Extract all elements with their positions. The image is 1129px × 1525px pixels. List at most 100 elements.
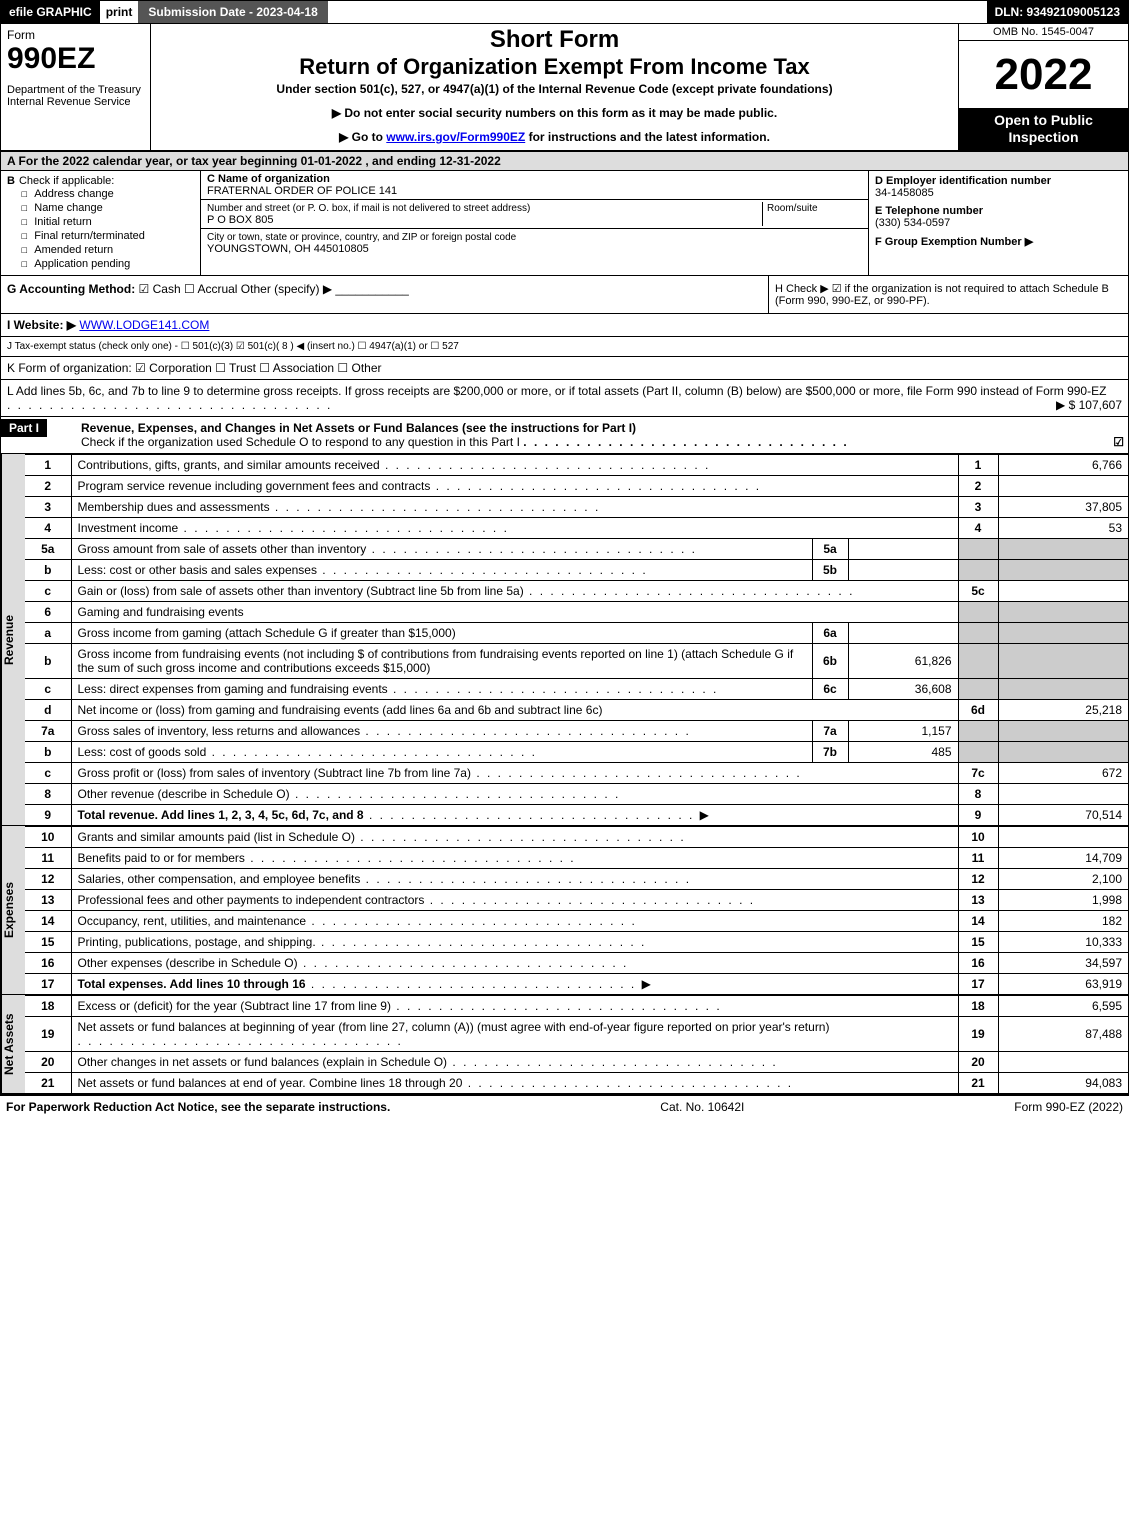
header-right: OMB No. 1545-0047 2022 Open to Public In… — [958, 24, 1128, 150]
line-6: 6Gaming and fundraising events — [25, 602, 1128, 623]
line-14: 14Occupancy, rent, utilities, and mainte… — [25, 911, 1128, 932]
short-form-title: Short Form — [159, 26, 950, 54]
section-d: D Employer identification number 34-1458… — [875, 175, 1122, 199]
print-button[interactable]: print — [100, 1, 139, 23]
cb-address-change[interactable]: Address change — [21, 187, 194, 200]
section-j: J Tax-exempt status (check only one) - ☐… — [0, 337, 1129, 357]
org-name-row: C Name of organization FRATERNAL ORDER O… — [201, 171, 868, 200]
goto-note: ▶ Go to www.irs.gov/Form990EZ for instru… — [159, 130, 950, 144]
line-5b: bLess: cost or other basis and sales exp… — [25, 560, 1128, 581]
line-2: 2Program service revenue including gover… — [25, 476, 1128, 497]
sections-bcd: B Check if applicable: Address change Na… — [0, 171, 1129, 276]
top-bar: efile GRAPHIC print Submission Date - 20… — [0, 0, 1129, 24]
revenue-vert-label: Revenue — [1, 454, 25, 825]
line-6b: bGross income from fundraising events (n… — [25, 644, 1128, 679]
cb-application-pending[interactable]: Application pending — [21, 257, 194, 270]
section-i: I Website: ▶ WWW.LODGE141.COM — [0, 314, 1129, 337]
line-1: 1Contributions, gifts, grants, and simil… — [25, 455, 1128, 476]
part1-check-text: Check if the organization used Schedule … — [81, 435, 520, 449]
header-left: Form 990EZ Department of the Treasury In… — [1, 24, 151, 150]
cb-final-return[interactable]: Final return/terminated — [21, 229, 194, 242]
revenue-section: Revenue 1Contributions, gifts, grants, a… — [0, 454, 1129, 826]
section-f: F Group Exemption Number ▶ — [875, 235, 1122, 248]
line-10: 10Grants and similar amounts paid (list … — [25, 827, 1128, 848]
form-subtitle: Under section 501(c), 527, or 4947(a)(1)… — [159, 82, 950, 96]
cb-amended-return[interactable]: Amended return — [21, 243, 194, 256]
sections-gh: G Accounting Method: Cash Accrual Other … — [0, 276, 1129, 314]
header-center: Short Form Return of Organization Exempt… — [151, 24, 958, 150]
part1-dots — [523, 435, 848, 449]
line-20: 20Other changes in net assets or fund ba… — [25, 1052, 1128, 1073]
section-a: A For the 2022 calendar year, or tax yea… — [0, 152, 1129, 171]
line-6a: aGross income from gaming (attach Schedu… — [25, 623, 1128, 644]
line-11: 11Benefits paid to or for members1114,70… — [25, 848, 1128, 869]
form-header: Form 990EZ Department of the Treasury In… — [0, 24, 1129, 152]
cb-accrual[interactable]: Accrual — [184, 282, 237, 296]
section-c: C Name of organization FRATERNAL ORDER O… — [201, 171, 868, 275]
section-k: K Form of organization: ☑ Corporation ☐ … — [0, 357, 1129, 380]
line-6c: cLess: direct expenses from gaming and f… — [25, 679, 1128, 700]
street-value: P O BOX 805 — [207, 214, 273, 226]
city-label: City or town, state or province, country… — [207, 232, 516, 243]
cb-name-change[interactable]: Name change — [21, 201, 194, 214]
line-7c: cGross profit or (loss) from sales of in… — [25, 763, 1128, 784]
e-label: E Telephone number — [875, 205, 983, 217]
line-9: 9Total revenue. Add lines 1, 2, 3, 4, 5c… — [25, 805, 1128, 826]
line-3: 3Membership dues and assessments337,805 — [25, 497, 1128, 518]
street-row: Number and street (or P. O. box, if mail… — [201, 200, 868, 229]
phone-value: (330) 534-0597 — [875, 217, 950, 229]
line-19: 19Net assets or fund balances at beginni… — [25, 1017, 1128, 1052]
line-21: 21Net assets or fund balances at end of … — [25, 1073, 1128, 1094]
d-label: D Employer identification number — [875, 175, 1051, 187]
c-label: C Name of organization — [207, 173, 330, 185]
ein-value: 34-1458085 — [875, 187, 934, 199]
tax-year: 2022 — [959, 41, 1128, 108]
goto-pre: ▶ Go to — [339, 130, 386, 144]
netassets-section: Net Assets 18Excess or (deficit) for the… — [0, 995, 1129, 1094]
street-label: Number and street (or P. O. box, if mail… — [207, 203, 530, 214]
omb-number: OMB No. 1545-0047 — [959, 24, 1128, 41]
topbar-spacer — [328, 1, 987, 23]
footer-right: Form 990-EZ (2022) — [1014, 1100, 1123, 1114]
section-b: B Check if applicable: Address change Na… — [1, 171, 201, 275]
cb-initial-return[interactable]: Initial return — [21, 215, 194, 228]
footer-center: Cat. No. 10642I — [660, 1100, 744, 1114]
section-def: D Employer identification number 34-1458… — [868, 171, 1128, 275]
i-label: I Website: ▶ — [7, 318, 76, 332]
expenses-table: 10Grants and similar amounts paid (list … — [25, 826, 1128, 994]
room-label: Room/suite — [767, 203, 818, 214]
g-other: Other (specify) ▶ — [241, 282, 332, 296]
expenses-vert-label: Expenses — [1, 826, 25, 994]
org-name: FRATERNAL ORDER OF POLICE 141 — [207, 185, 397, 197]
expenses-section: Expenses 10Grants and similar amounts pa… — [0, 826, 1129, 995]
part1-checkmark[interactable]: ☑ — [1113, 435, 1124, 449]
g-label: G Accounting Method: — [7, 282, 135, 296]
section-l: L Add lines 5b, 6c, and 7b to line 9 to … — [0, 380, 1129, 417]
goto-post: for instructions and the latest informat… — [525, 130, 770, 144]
l-dots — [7, 398, 332, 412]
section-b-letter: B — [7, 175, 15, 187]
section-g: G Accounting Method: Cash Accrual Other … — [1, 276, 768, 313]
cb-cash[interactable]: Cash — [139, 282, 181, 296]
line-7b: bLess: cost of goods sold7b485 — [25, 742, 1128, 763]
line-15: 15Printing, publications, postage, and s… — [25, 932, 1128, 953]
part1-title-text: Revenue, Expenses, and Changes in Net As… — [81, 421, 636, 435]
irs-link[interactable]: www.irs.gov/Form990EZ — [386, 130, 525, 144]
part1-label: Part I — [1, 419, 47, 437]
line-18: 18Excess or (deficit) for the year (Subt… — [25, 996, 1128, 1017]
form-number: 990EZ — [7, 42, 144, 76]
netassets-vert-label: Net Assets — [1, 995, 25, 1093]
website-link[interactable]: WWW.LODGE141.COM — [79, 318, 209, 332]
submission-date: Submission Date - 2023-04-18 — [138, 1, 327, 23]
line-4: 4Investment income453 — [25, 518, 1128, 539]
page-footer: For Paperwork Reduction Act Notice, see … — [0, 1094, 1129, 1118]
efile-label: efile GRAPHIC — [1, 1, 100, 23]
section-h: H Check ▶ ☑ if the organization is not r… — [768, 276, 1128, 313]
form-title: Return of Organization Exempt From Incom… — [159, 54, 950, 80]
f-label: F Group Exemption Number ▶ — [875, 236, 1033, 248]
line-17: 17Total expenses. Add lines 10 through 1… — [25, 974, 1128, 995]
section-e: E Telephone number (330) 534-0597 — [875, 205, 1122, 229]
department-label: Department of the Treasury Internal Reve… — [7, 84, 144, 108]
l-text: L Add lines 5b, 6c, and 7b to line 9 to … — [7, 384, 1106, 398]
netassets-table: 18Excess or (deficit) for the year (Subt… — [25, 995, 1128, 1093]
